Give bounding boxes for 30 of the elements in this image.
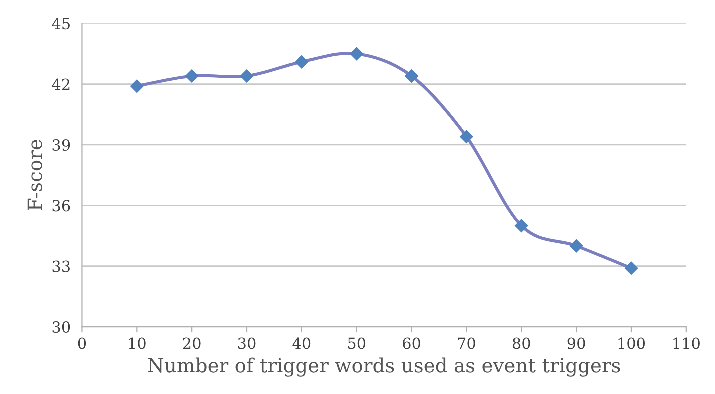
point	[460, 130, 474, 144]
y-tick-label: 33	[52, 260, 70, 272]
x-tick-label: 70	[458, 338, 476, 350]
x-tick-label: 60	[403, 338, 420, 350]
y-tick-label: 42	[52, 78, 70, 90]
x-tick-label: 10	[129, 338, 146, 350]
x-tick-label: 80	[512, 338, 530, 350]
point	[515, 219, 528, 232]
point	[185, 70, 199, 83]
x-axis-title: Number of trigger words used as event triggers	[148, 358, 620, 377]
y-tick-label: 39	[52, 139, 70, 152]
x-tick-label: 90	[568, 338, 586, 350]
point	[405, 70, 418, 83]
x-tick-label: 100	[618, 338, 646, 350]
point	[350, 47, 364, 61]
y-axis-title: F-score	[28, 140, 42, 211]
point	[130, 80, 144, 93]
y-tick-label: 30	[52, 321, 70, 334]
point	[240, 70, 254, 83]
x-tick-label: 110	[674, 338, 700, 350]
point	[295, 55, 309, 69]
x-tick-label: 40	[292, 338, 311, 350]
x-tick-label: 20	[183, 338, 201, 350]
y-tick-label: 36	[52, 200, 70, 212]
x-tick-label: 0	[78, 338, 86, 350]
x-tick-label: 50	[348, 338, 366, 350]
point	[624, 262, 638, 275]
x-tick-label: 30	[238, 338, 256, 350]
point	[570, 240, 584, 253]
y-tick-label: 45	[52, 18, 70, 30]
